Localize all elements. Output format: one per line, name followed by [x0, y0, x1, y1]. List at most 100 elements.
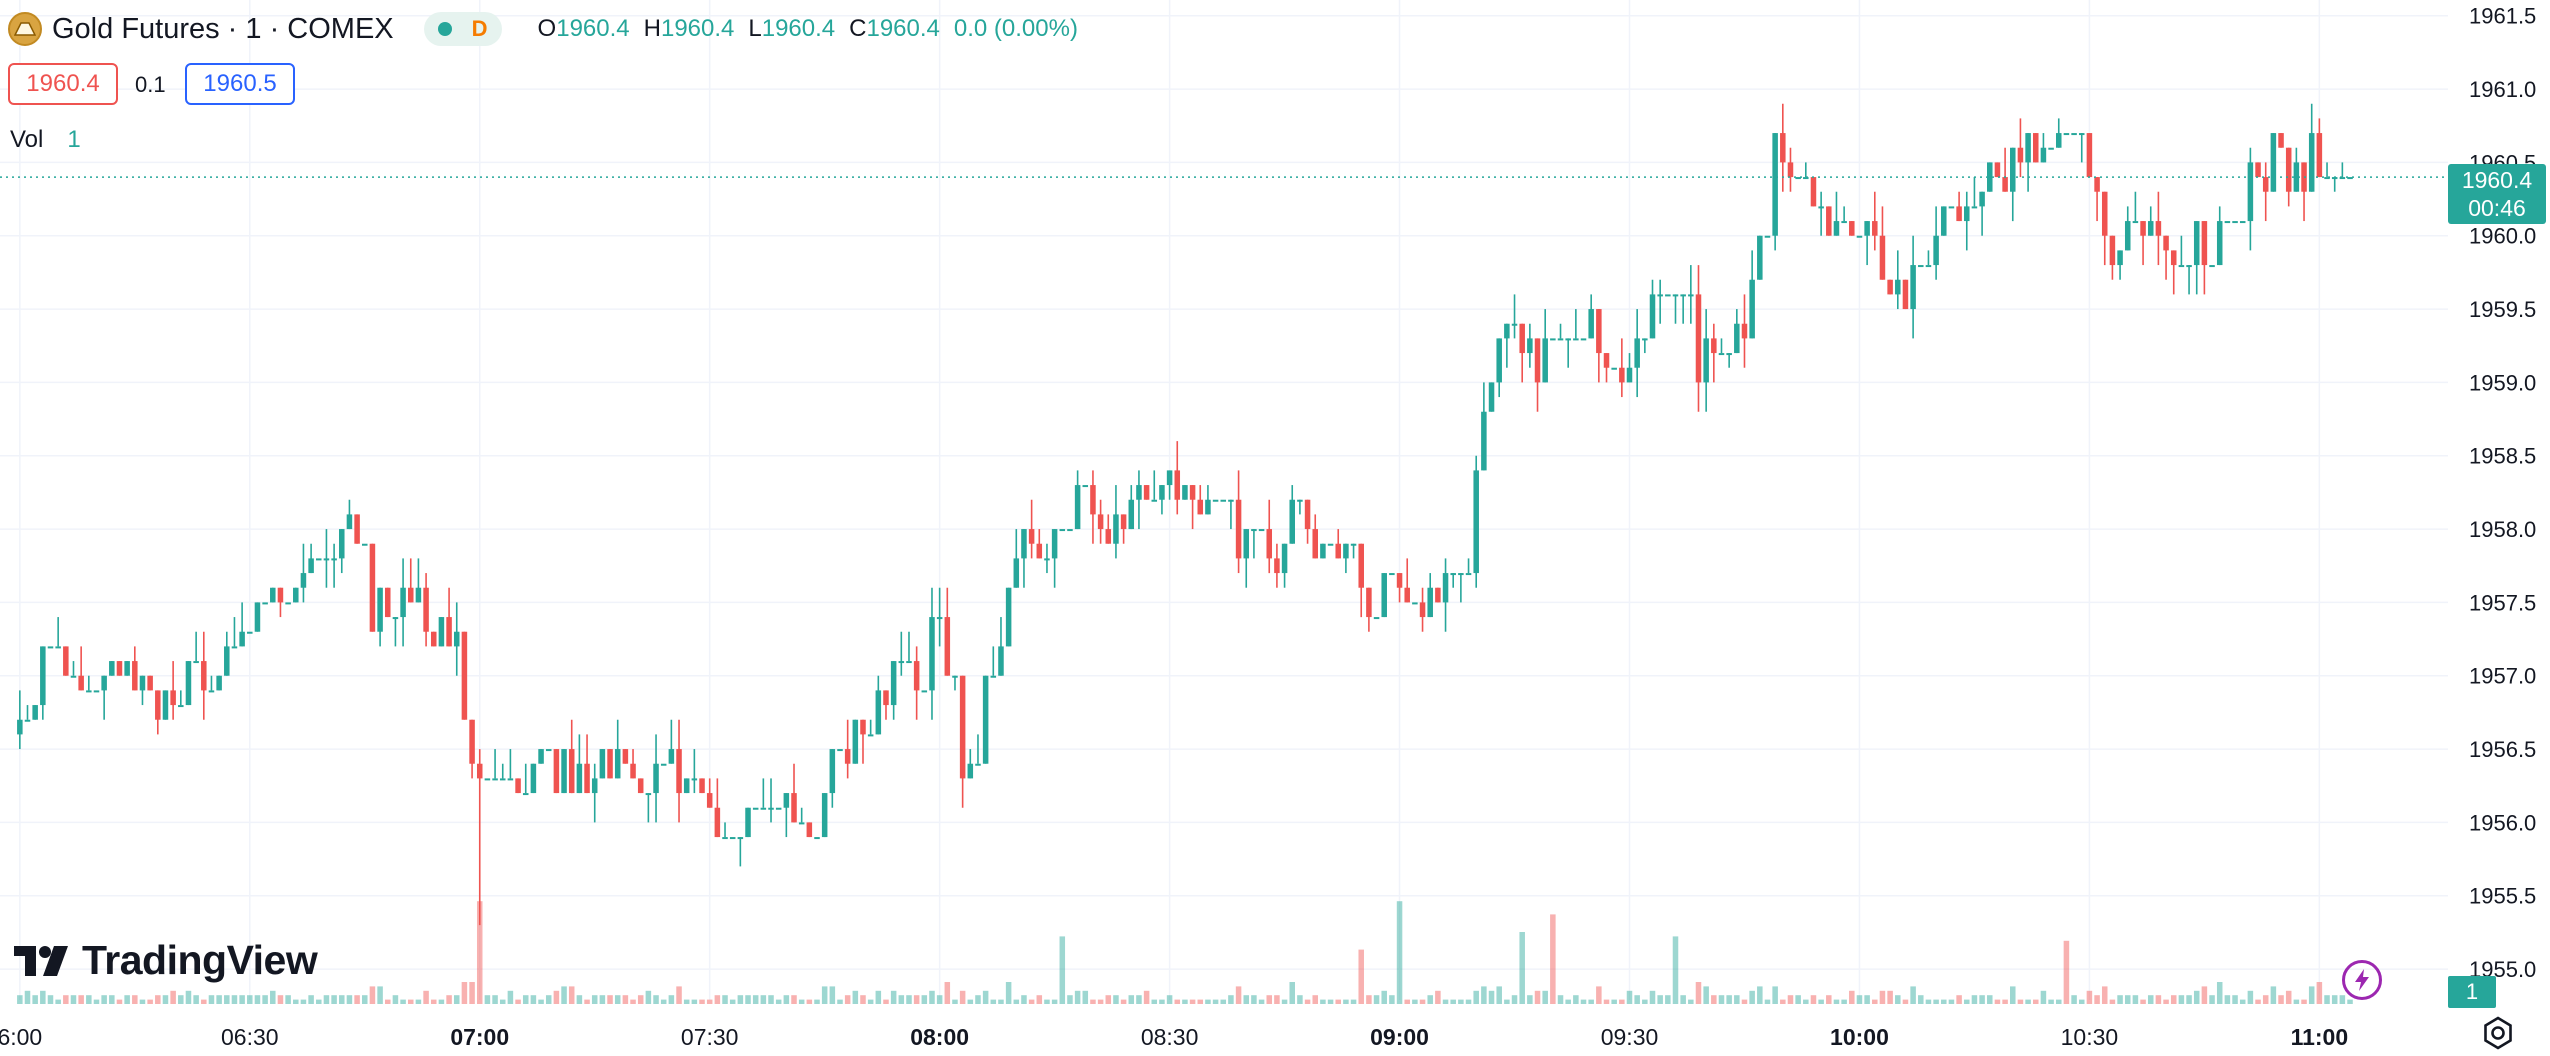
- candle-body[interactable]: [1465, 573, 1472, 576]
- settings-gear-icon[interactable]: [2480, 1015, 2516, 1051]
- candle-body[interactable]: [1435, 587, 1441, 603]
- candle-body[interactable]: [400, 587, 406, 618]
- candle-body[interactable]: [1174, 470, 1181, 500]
- candle-body[interactable]: [1258, 529, 1265, 532]
- candle-body[interactable]: [1534, 338, 1541, 383]
- candle-body[interactable]: [1274, 558, 1280, 574]
- candle-body[interactable]: [1151, 499, 1158, 502]
- candle-body[interactable]: [147, 675, 153, 691]
- candle-body[interactable]: [2186, 265, 2192, 268]
- candle-body[interactable]: [1688, 294, 1694, 297]
- candle-body[interactable]: [2147, 221, 2154, 236]
- candle-body[interactable]: [1044, 558, 1050, 561]
- candle-body[interactable]: [806, 822, 813, 838]
- candle-body[interactable]: [1895, 279, 1901, 295]
- candle-body[interactable]: [1473, 470, 1479, 574]
- candle-body[interactable]: [1657, 294, 1663, 297]
- candle-body[interactable]: [1113, 514, 1119, 544]
- candle-body[interactable]: [867, 734, 874, 737]
- candle-body[interactable]: [584, 763, 590, 794]
- candle-body[interactable]: [262, 602, 268, 605]
- candle-body[interactable]: [86, 690, 92, 693]
- candle-body[interactable]: [752, 807, 759, 810]
- candle-body[interactable]: [699, 778, 705, 794]
- candle-body[interactable]: [2101, 191, 2108, 236]
- candle-body[interactable]: [1833, 221, 1840, 236]
- candle-body[interactable]: [1956, 206, 1962, 222]
- candle-body[interactable]: [2086, 133, 2093, 178]
- candle-body[interactable]: [1818, 206, 1824, 209]
- candle-body[interactable]: [1412, 602, 1418, 605]
- candle-body[interactable]: [1879, 235, 1886, 280]
- candle-body[interactable]: [216, 675, 222, 691]
- candle-body[interactable]: [423, 587, 429, 632]
- candle-body[interactable]: [2270, 133, 2277, 192]
- candle-body[interactable]: [1703, 338, 1709, 383]
- candle-body[interactable]: [2063, 133, 2070, 136]
- candle-body[interactable]: [1948, 206, 1955, 209]
- candle-body[interactable]: [1642, 338, 1648, 341]
- candle-body[interactable]: [1166, 470, 1173, 486]
- candle-body[interactable]: [906, 661, 912, 664]
- candle-body[interactable]: [737, 837, 744, 840]
- candle-body[interactable]: [683, 778, 690, 794]
- candle-body[interactable]: [446, 617, 452, 647]
- candle-body[interactable]: [844, 749, 851, 764]
- candle-body[interactable]: [430, 631, 437, 647]
- candle-body[interactable]: [2347, 177, 2353, 180]
- candle-body[interactable]: [354, 514, 360, 544]
- candle-body[interactable]: [1481, 411, 1487, 471]
- candle-body[interactable]: [936, 617, 943, 620]
- candle-body[interactable]: [2293, 162, 2300, 192]
- candle-body[interactable]: [1327, 543, 1334, 546]
- candle-body[interactable]: [132, 661, 138, 691]
- candle-body[interactable]: [2140, 221, 2146, 236]
- candle-body[interactable]: [1021, 529, 1027, 559]
- candle-body[interactable]: [17, 719, 23, 735]
- candle-body[interactable]: [1097, 514, 1104, 530]
- candle-body[interactable]: [1557, 338, 1564, 341]
- candle-body[interactable]: [2048, 147, 2054, 150]
- candle-body[interactable]: [78, 675, 84, 691]
- candle-body[interactable]: [1711, 338, 1717, 354]
- candle-body[interactable]: [2324, 177, 2330, 180]
- candle-body[interactable]: [998, 646, 1004, 676]
- candle-body[interactable]: [1810, 177, 1817, 207]
- candle-body[interactable]: [208, 690, 215, 693]
- candle-body[interactable]: [1994, 162, 2001, 178]
- candle-body[interactable]: [339, 529, 345, 559]
- candle-body[interactable]: [438, 617, 445, 647]
- candle-body[interactable]: [706, 793, 713, 808]
- candle-body[interactable]: [2178, 265, 2185, 268]
- candle-body[interactable]: [2209, 265, 2215, 268]
- candle-body[interactable]: [155, 690, 161, 720]
- candle-body[interactable]: [384, 587, 391, 618]
- candle-body[interactable]: [1772, 133, 1778, 236]
- candle-body[interactable]: [1680, 294, 1686, 297]
- candle-body[interactable]: [944, 617, 951, 676]
- candle-body[interactable]: [614, 749, 621, 779]
- candle-body[interactable]: [1872, 221, 1878, 236]
- candle-body[interactable]: [1143, 485, 1150, 500]
- candle-body[interactable]: [729, 837, 736, 840]
- market-status-pill[interactable]: D: [423, 12, 502, 46]
- candle-body[interactable]: [1105, 529, 1112, 544]
- volume-legend[interactable]: Vol 1: [10, 126, 81, 154]
- candle-body[interactable]: [139, 675, 146, 691]
- candle-body[interactable]: [185, 661, 192, 706]
- candle-body[interactable]: [1381, 573, 1387, 618]
- candle-body[interactable]: [1297, 499, 1303, 502]
- candle-body[interactable]: [783, 793, 790, 808]
- candle-body[interactable]: [1910, 265, 1916, 310]
- candle-body[interactable]: [2040, 147, 2047, 163]
- candle-body[interactable]: [1120, 514, 1127, 530]
- candle-body[interactable]: [2117, 250, 2123, 266]
- price-axis[interactable]: 1955.01955.51956.01956.51957.01957.51958…: [2469, 4, 2536, 982]
- candle-body[interactable]: [492, 778, 498, 781]
- candle-body[interactable]: [1588, 309, 1594, 339]
- candle-body[interactable]: [2155, 221, 2162, 236]
- candle-body[interactable]: [1013, 558, 1020, 588]
- candle-body[interactable]: [630, 763, 636, 779]
- candle-body[interactable]: [1427, 587, 1433, 618]
